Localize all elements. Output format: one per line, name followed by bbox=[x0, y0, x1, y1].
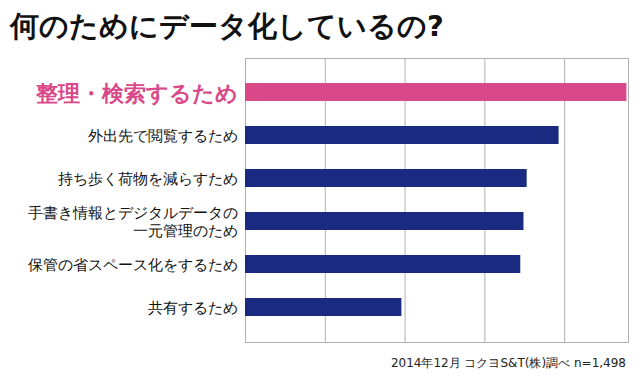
svg-text:保管の省スペース化をするため: 保管の省スペース化をするため bbox=[28, 256, 238, 274]
svg-text:整理・検索するため: 整理・検索するため bbox=[35, 81, 238, 106]
html-text:何のためにデータ化しているの?: 何のためにデータ化しているの? bbox=[10, 9, 444, 43]
svg-text:共有するため: 共有するため bbox=[148, 299, 238, 317]
svg-text:手書き情報とデジタルデータの一元管理のため: 手書き情報とデジタルデータの一元管理のため bbox=[28, 204, 238, 239]
html-text:2014年12月 コクヨS&T(株)調べ n=1,498: 2014年12月 コクヨS&T(株)調べ n=1,498 bbox=[390, 356, 626, 370]
svg-text:持ち歩く荷物を減らすため: 持ち歩く荷物を減らすため bbox=[58, 170, 238, 188]
svg-text:外出先で閲覧するため: 外出先で閲覧するため bbox=[88, 127, 238, 145]
